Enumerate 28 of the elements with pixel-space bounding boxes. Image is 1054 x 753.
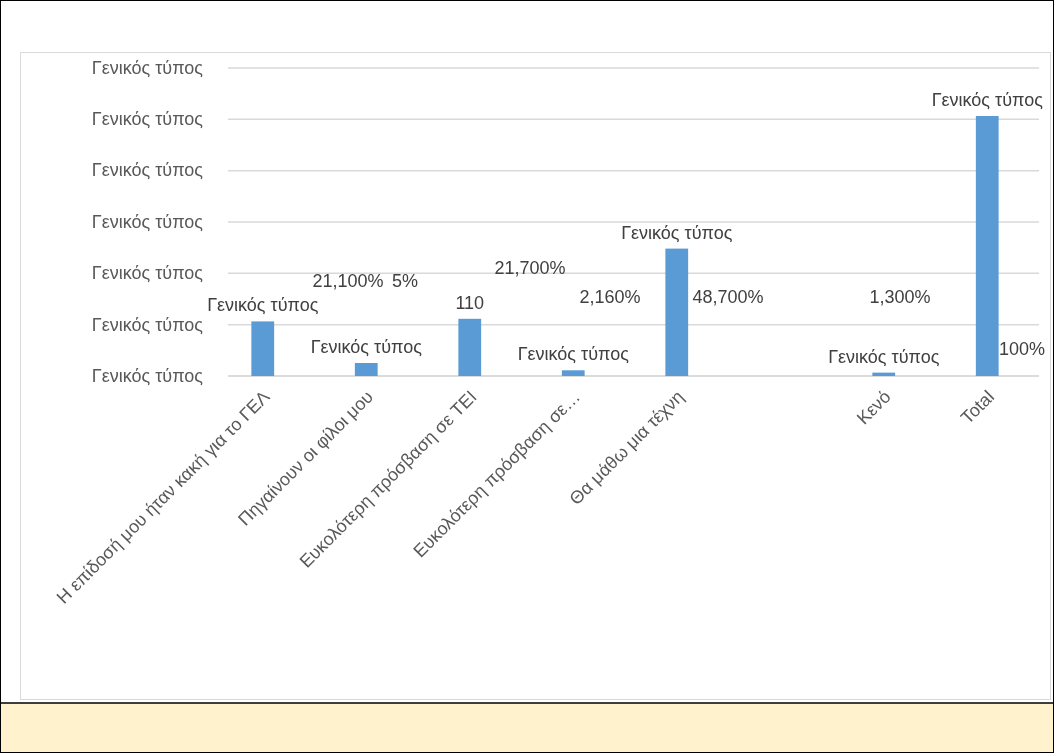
annotation: 2,160% bbox=[579, 287, 641, 308]
bar bbox=[458, 318, 482, 376]
bar bbox=[251, 321, 275, 376]
bar bbox=[975, 116, 999, 376]
annotation: 21,700% bbox=[494, 258, 566, 279]
annotation: 5% bbox=[391, 271, 419, 292]
text: Γενικός τύπος bbox=[91, 263, 204, 284]
annotation: 1,300% bbox=[869, 287, 931, 308]
annotation: Γενικός τύπος bbox=[207, 295, 319, 316]
annotation: Γενικός τύπος bbox=[310, 337, 423, 357]
text: Γενικός τύπος bbox=[91, 366, 204, 387]
text: Γενικός τύπος bbox=[91, 315, 204, 336]
annotation: Γενικός τύπος bbox=[828, 346, 940, 367]
bar bbox=[872, 372, 896, 376]
bar bbox=[665, 248, 689, 376]
text: Γενικός τύπος bbox=[91, 58, 204, 79]
annotation: Γενικός τύπος bbox=[621, 222, 733, 243]
bar bbox=[561, 370, 585, 376]
annotation: Γενικός τύπος bbox=[931, 90, 1044, 110]
text: Γενικός τύπος bbox=[91, 109, 204, 130]
annotation: 48,700% bbox=[692, 287, 764, 308]
annotation: Γενικός τύπος bbox=[517, 344, 630, 365]
text: Γενικός τύπος bbox=[91, 160, 204, 181]
text: Γενικός τύπος bbox=[91, 212, 204, 233]
annotation: 21,100% bbox=[312, 271, 384, 292]
annotation: 100% bbox=[998, 339, 1046, 360]
bar bbox=[354, 363, 378, 376]
annotation: 110 bbox=[455, 292, 485, 313]
